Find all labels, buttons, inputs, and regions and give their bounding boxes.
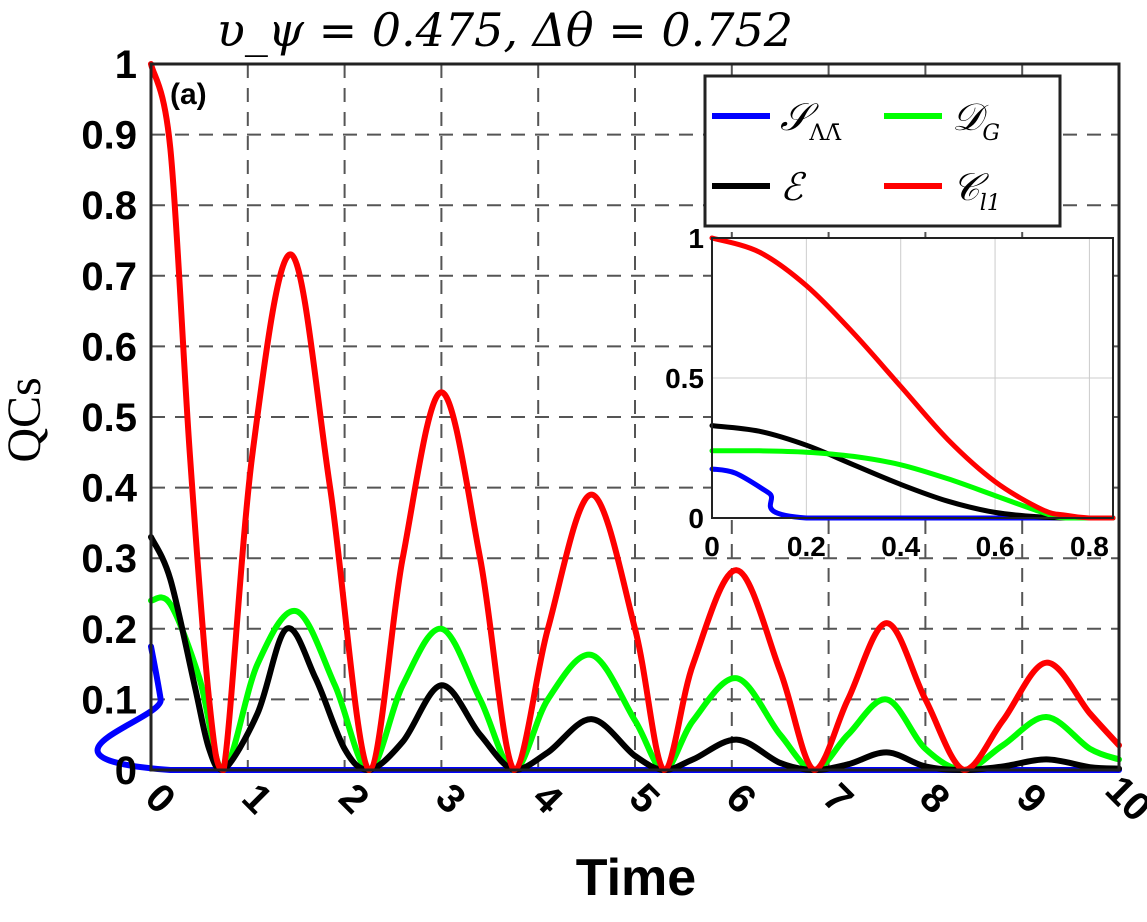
- main-series-1-line: [148, 594, 1122, 773]
- panel-label: (a): [170, 78, 207, 111]
- inset-y-ticks: 00.51: [665, 223, 704, 534]
- main-y-tick-label: 0.8: [81, 184, 137, 228]
- inset-y-tick-label: 1: [688, 223, 704, 254]
- main-x-tick-label: 3: [427, 775, 474, 822]
- main-y-tick-label: 0.5: [81, 396, 137, 440]
- main-y-ticks: 0 0.1 0.2 0.3 0.4 0.5 0.6 0.7 0.8 0.9 1: [81, 43, 137, 793]
- main-y-tick-label: 0.7: [81, 255, 137, 299]
- inset-series-3-line: [709, 235, 1116, 521]
- main-x-tick-label: 7: [814, 775, 861, 822]
- main-grid: [151, 64, 1119, 770]
- y-axis-label: QCs: [0, 377, 51, 462]
- main-x-tick-label: 9: [1008, 775, 1055, 822]
- x-axis-label: Time: [576, 849, 696, 907]
- inset-series-2-line: [709, 448, 1116, 521]
- chart-title: υ_ψ = 0.475, Δθ = 0.752: [217, 3, 793, 57]
- inset-x-tick-label: 0.8: [1070, 531, 1109, 562]
- legend: 𝒮ΛΛ̄ 𝒟G ℰ 𝒞l1: [703, 74, 1062, 228]
- inset-x-ticks: 0 0.2 0.4 0.6 0.8: [704, 531, 1109, 562]
- inset-grid: [712, 238, 1113, 518]
- main-y-tick-label: 0.2: [81, 608, 137, 652]
- main-x-tick-label: 4: [524, 775, 571, 822]
- main-x-tick-label: 1: [234, 775, 281, 822]
- main-y-tick-label: 0: [115, 749, 137, 793]
- main-y-tick-label: 0.3: [81, 537, 137, 581]
- main-y-tick-label: 1: [115, 43, 137, 87]
- inset-x-tick-label: 0: [704, 531, 720, 562]
- main-y-tick-label: 0.1: [81, 678, 137, 722]
- inset-plot-frame: [711, 237, 1114, 519]
- main-x-tick-label: 8: [911, 775, 958, 822]
- main-x-tick-label: 0: [137, 775, 184, 822]
- main-x-tick-label: 6: [718, 775, 765, 822]
- main-x-tick-label: 10: [1097, 768, 1147, 831]
- main-x-tick-label: 5: [621, 775, 668, 822]
- main-series-2-line: [148, 534, 1122, 773]
- main-x-tick-label: 2: [330, 775, 377, 822]
- legend-label-e: ℰ: [780, 165, 807, 209]
- inset-x-tick-label: 0.6: [976, 531, 1015, 562]
- main-y-tick-label: 0.9: [81, 114, 137, 158]
- inset-y-tick-label: 0: [688, 503, 704, 534]
- inset-x-tick-label: 0.4: [881, 531, 920, 562]
- main-y-tick-label: 0.6: [81, 325, 137, 369]
- main-y-tick-label: 0.4: [81, 467, 137, 511]
- legend-box: [703, 74, 1062, 228]
- inset-plot-area: 00.51 0 0.2 0.4 0.6 0.8: [665, 223, 1116, 562]
- main-plot-frame: [149, 62, 1121, 772]
- main-x-ticks: 0 1 2 3 4 5 6 7 8 9 10: [137, 768, 1147, 831]
- inset-x-tick-label: 0.2: [787, 531, 826, 562]
- inset-y-tick-label: 0.5: [665, 363, 704, 394]
